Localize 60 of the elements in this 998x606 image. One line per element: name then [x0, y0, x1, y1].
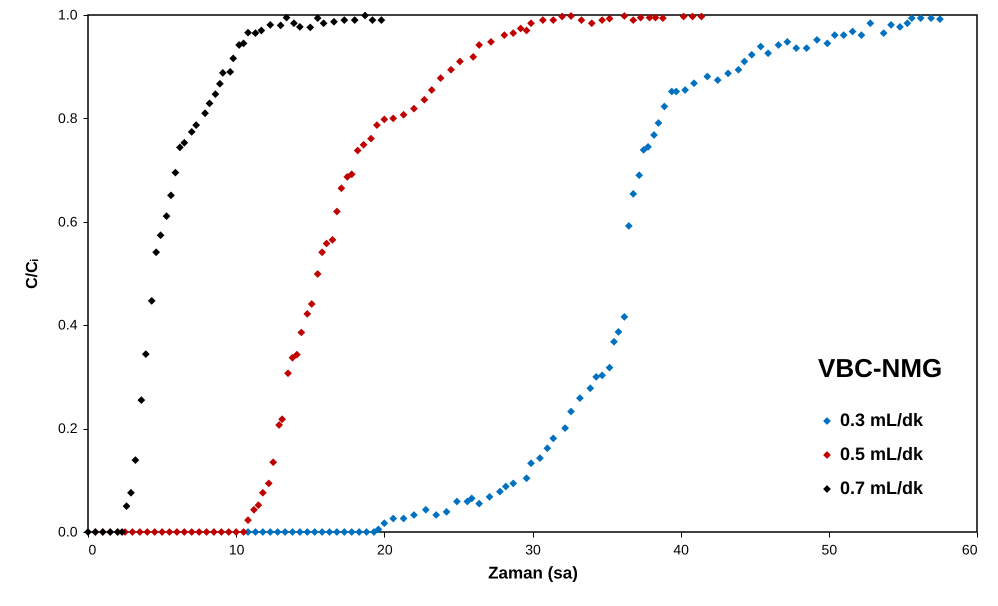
x-tick-label: 0	[88, 542, 96, 558]
point	[156, 231, 164, 240]
point	[188, 128, 196, 136]
y-tick-label: 0.8	[58, 110, 78, 126]
point	[377, 16, 386, 24]
point	[340, 16, 348, 24]
y-tick-label: 0.4	[58, 316, 78, 333]
point	[266, 20, 274, 29]
point	[192, 121, 200, 129]
point	[167, 192, 175, 200]
point	[127, 488, 135, 497]
x-tick-label: 10	[228, 542, 245, 558]
point	[142, 350, 150, 358]
y-tick-label: 0.0	[58, 524, 78, 540]
point	[226, 68, 234, 76]
point	[320, 19, 328, 28]
x-tick-label: 50	[822, 542, 838, 558]
point	[218, 69, 227, 77]
x-tick-label: 60	[962, 542, 978, 558]
point	[257, 26, 266, 34]
point	[212, 90, 220, 98]
point	[282, 14, 290, 22]
point	[290, 19, 298, 28]
point	[244, 28, 252, 36]
point	[296, 23, 304, 31]
point	[201, 109, 209, 118]
y-axis-title: C/Cᵢ	[24, 259, 42, 289]
x-tick-label: 40	[673, 542, 690, 558]
legend-title: VBC-NMG	[818, 353, 942, 383]
point	[180, 138, 188, 147]
point	[314, 14, 322, 22]
legend-label: 0.5 mL/dk	[840, 444, 924, 464]
point	[368, 16, 376, 24]
point	[152, 248, 160, 256]
point	[176, 143, 184, 152]
x-tick-label: 30	[525, 542, 541, 558]
legend-label: 0.7 mL/dk	[840, 478, 924, 498]
point	[172, 168, 180, 177]
point	[350, 16, 359, 24]
point	[148, 297, 156, 305]
point	[229, 54, 238, 62]
y-tick-label: 0.6	[58, 213, 78, 230]
x-axis-title: Zaman (sa)	[488, 564, 578, 582]
point	[330, 18, 338, 26]
point	[276, 21, 284, 30]
y-tick-label: 0.2	[58, 420, 78, 436]
point	[216, 80, 224, 88]
point	[206, 100, 214, 108]
point	[361, 12, 369, 20]
point	[162, 212, 170, 220]
legend-label: 0.3 mL/dk	[840, 410, 924, 430]
point	[252, 29, 260, 37]
point	[306, 24, 314, 32]
point	[137, 396, 146, 404]
point	[122, 502, 130, 510]
point	[84, 528, 92, 536]
y-tick-label: 1.0	[58, 6, 78, 22]
x-tick-label: 20	[377, 542, 393, 558]
point	[132, 456, 140, 464]
point	[240, 40, 248, 48]
